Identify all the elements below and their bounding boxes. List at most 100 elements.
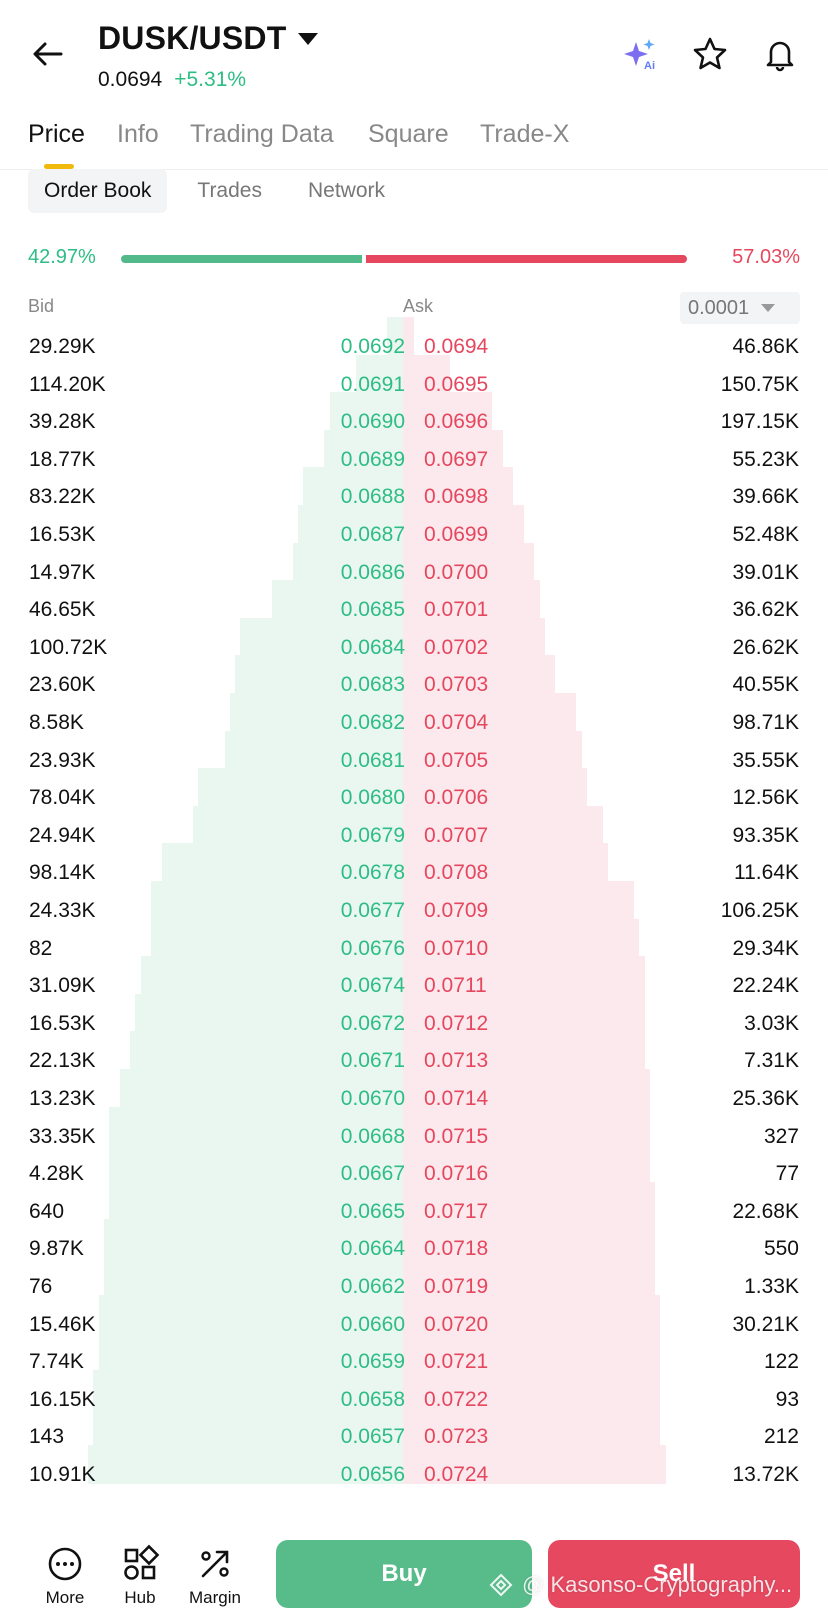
precision-selector[interactable]: 0.0001 [680, 292, 800, 324]
sell-button[interactable]: Sell [548, 1540, 800, 1608]
ask-depth-bar [403, 580, 540, 619]
ask-quantity: 13.72K [732, 1463, 799, 1486]
tab-trade-x[interactable]: Trade-X [480, 120, 570, 148]
more-icon [30, 1544, 100, 1584]
ask-price: 0.0723 [424, 1425, 489, 1449]
order-book-row[interactable]: 16.53K 0.0672 0.0712 3.03K [0, 1004, 828, 1043]
bid-price: 0.0676 [340, 936, 405, 960]
bid-quantity: 16.53K [29, 523, 96, 546]
ask-price: 0.0701 [424, 598, 489, 622]
ask-quantity: 39.01K [732, 560, 799, 584]
header: DUSK/USDT 0.0694 +5.31% Ai [0, 0, 828, 110]
order-book-row[interactable]: 16.15K 0.0658 0.0722 93 [0, 1380, 828, 1419]
subtab-order-book[interactable]: Order Book [28, 169, 168, 213]
bid-depth-bar [271, 580, 403, 619]
ask-price: 0.0715 [424, 1124, 489, 1148]
order-book-row[interactable]: 13.23K 0.0670 0.0714 25.36K [0, 1079, 828, 1118]
ask-price: 0.0717 [424, 1199, 489, 1223]
bid-price: 0.0667 [340, 1162, 405, 1186]
ask-depth-bar [403, 542, 535, 582]
bid-depth-bar [98, 1332, 403, 1371]
ask-quantity: 39.66K [732, 485, 799, 509]
order-book-row[interactable]: 14.97K 0.0686 0.0700 39.01K [0, 553, 828, 592]
bid-quantity: 14.97K [29, 560, 96, 584]
tab-price[interactable]: Price [28, 120, 85, 148]
order-book-row[interactable]: 15.46K 0.0660 0.0720 30.21K [0, 1305, 828, 1344]
order-book-row[interactable]: 23.60K 0.0683 0.0703 40.55K [0, 665, 828, 704]
ask-quantity: 98.71K [732, 711, 799, 734]
ask-quantity: 7.31K [744, 1049, 799, 1073]
bid-price: 0.0671 [340, 1049, 405, 1073]
bid-price: 0.0660 [340, 1312, 405, 1336]
ai-sparkle-icon[interactable]: Ai [620, 34, 660, 74]
bid-depth-bar [119, 1069, 403, 1108]
ask-depth-bar [403, 1031, 645, 1070]
order-book-row[interactable]: 22.13K 0.0671 0.0713 7.31K [0, 1041, 828, 1080]
order-book-row[interactable]: 18.77K 0.0689 0.0697 55.23K [0, 440, 828, 479]
watermark: @ Kasonso-Cryptography... [488, 1572, 792, 1598]
tab-square[interactable]: Square [368, 120, 449, 148]
order-book-row[interactable]: 33.35K 0.0668 0.0715 327 [0, 1117, 828, 1156]
order-book-row[interactable]: 23.93K 0.0681 0.0705 35.55K [0, 741, 828, 780]
bid-depth-bar [235, 655, 403, 694]
ask-quantity: 30.21K [732, 1312, 799, 1336]
order-book-row[interactable]: 640 0.0665 0.0717 22.68K [0, 1192, 828, 1231]
bid-price: 0.0657 [340, 1425, 405, 1449]
order-book-row[interactable]: 83.22K 0.0688 0.0698 39.66K [0, 477, 828, 516]
order-book: 29.29K 0.0692 0.0694 46.86K 114.20K 0.0691 0.0… [0, 317, 828, 1519]
bid-price: 0.0670 [340, 1087, 405, 1110]
hub-button[interactable]: Hub [105, 1544, 175, 1608]
pair-selector[interactable]: DUSK/USDT [98, 20, 319, 57]
bell-icon[interactable] [760, 34, 800, 74]
ask-price: 0.0709 [424, 899, 489, 922]
order-book-row[interactable]: 29.29K 0.0692 0.0694 46.86K [0, 327, 828, 366]
order-book-row[interactable]: 4.28K 0.0667 0.0716 77 [0, 1154, 828, 1193]
order-book-row[interactable]: 8.58K 0.0682 0.0704 98.71K [0, 703, 828, 742]
order-book-row[interactable]: 78.04K 0.0680 0.0706 12.56K [0, 778, 828, 817]
subtab-trades[interactable]: Trades [197, 179, 262, 202]
order-book-row[interactable]: 143 0.0657 0.0723 212 [0, 1417, 828, 1456]
tab-info[interactable]: Info [117, 120, 159, 148]
bid-quantity: 23.60K [29, 673, 96, 697]
order-book-row[interactable]: 98.14K 0.0678 0.0708 11.64K [0, 853, 828, 892]
bottom-bar: More Hub Margin Buy Sell [0, 1530, 828, 1610]
order-book-row[interactable]: 10.91K 0.0656 0.0724 13.72K [0, 1455, 828, 1494]
order-book-row[interactable]: 24.94K 0.0679 0.0707 93.35K [0, 816, 828, 855]
bid-quantity: 13.23K [29, 1087, 96, 1110]
order-book-row[interactable]: 9.87K 0.0664 0.0718 550 [0, 1229, 828, 1268]
order-book-row[interactable]: 24.33K 0.0677 0.0709 106.25K [0, 891, 828, 930]
margin-button[interactable]: Margin [180, 1544, 250, 1608]
bid-depth-bar [303, 467, 403, 506]
order-book-row[interactable]: 82 0.0676 0.0710 29.34K [0, 929, 828, 968]
ask-percentage: 57.03% [732, 246, 800, 268]
main-tabs: Price Info Trading Data Square Trade-X [0, 112, 828, 170]
ask-depth-bar [403, 993, 645, 1033]
order-book-row[interactable]: 16.53K 0.0687 0.0699 52.48K [0, 515, 828, 554]
buy-button[interactable]: Buy [276, 1540, 532, 1608]
order-book-row[interactable]: 7.74K 0.0659 0.0721 122 [0, 1342, 828, 1381]
order-book-row[interactable]: 100.72K 0.0684 0.0702 26.62K [0, 628, 828, 667]
ask-quantity: 46.86K [732, 335, 799, 358]
ask-depth-bar [403, 1219, 655, 1258]
ask-quantity: 150.75K [720, 372, 799, 396]
order-book-row[interactable]: 46.65K 0.0685 0.0701 36.62K [0, 590, 828, 629]
bid-quantity: 640 [29, 1199, 65, 1223]
star-icon[interactable] [690, 34, 730, 74]
subtab-network[interactable]: Network [307, 179, 386, 202]
order-book-row[interactable]: 114.20K 0.0691 0.0695 150.75K [0, 365, 828, 404]
ask-quantity: 55.23K [732, 447, 799, 471]
order-book-row[interactable]: 76 0.0662 0.0719 1.33K [0, 1267, 828, 1306]
order-book-row[interactable]: 31.09K 0.0674 0.0711 22.24K [0, 966, 828, 1005]
back-arrow-icon[interactable] [28, 34, 68, 74]
more-button[interactable]: More [30, 1544, 100, 1608]
tab-trading-data[interactable]: Trading Data [190, 120, 334, 148]
ask-quantity: 212 [763, 1425, 799, 1449]
ask-quantity: 25.36K [732, 1087, 799, 1110]
ask-price: 0.0703 [424, 673, 489, 697]
ask-depth-bar [403, 1407, 661, 1446]
bid-price: 0.0692 [340, 335, 405, 358]
ask-price: 0.0696 [424, 410, 489, 434]
order-book-row[interactable]: 39.28K 0.0690 0.0696 197.15K [0, 402, 828, 441]
ask-price: 0.0719 [424, 1275, 489, 1298]
ask-depth-bar [403, 392, 493, 431]
